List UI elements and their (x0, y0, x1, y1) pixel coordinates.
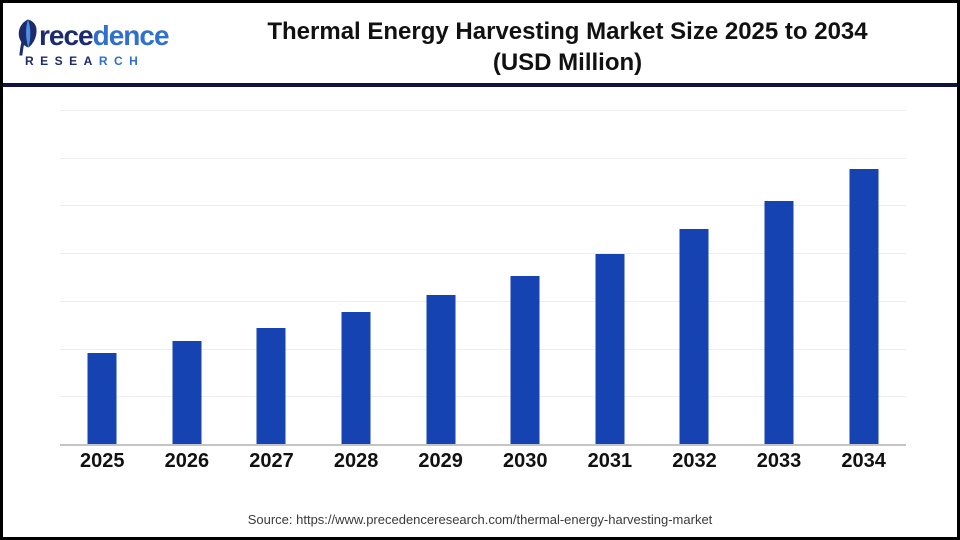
bar-2033 (764, 200, 794, 444)
bar-slot (60, 110, 145, 444)
gridline (60, 253, 906, 255)
bars (60, 110, 906, 444)
precedence-research-logo: recedence RESEARCH (3, 18, 178, 68)
x-axis-label: 2032 (672, 450, 717, 472)
x-axis-label: 2030 (503, 450, 548, 472)
source-text: Source: https://www.precedenceresearch.c… (247, 512, 713, 527)
x-axis-label: 2027 (249, 450, 294, 472)
logo-wordmark: recedence (16, 18, 178, 56)
bar-2030 (510, 275, 540, 444)
x-axis-label: 2031 (587, 450, 633, 472)
x-axis-label: 2029 (418, 450, 463, 472)
x-axis-labels: 2025 2026 2027 2028 2029 2030 2031 2032 2033 2034 (60, 450, 906, 473)
chart-section: 2025 2026 2027 2028 2029 2030 2031 2032 2033 2034 (3, 87, 957, 500)
bar-2031 (595, 253, 625, 444)
bar-slot (821, 110, 906, 444)
x-axis-label: 2028 (333, 450, 379, 472)
bar-slot (652, 110, 737, 444)
bar-slot (737, 110, 822, 444)
bar-2026 (172, 340, 202, 444)
logo-research-light: RCH (98, 54, 145, 68)
bar-2032 (679, 228, 709, 444)
bar-slot (229, 110, 314, 444)
chart-title-line1: Thermal Energy Harvesting Market Size 20… (267, 17, 868, 45)
bar-2028 (341, 312, 371, 444)
bar-slot (568, 110, 653, 444)
bar-slot (483, 110, 568, 444)
x-axis-line (60, 444, 906, 446)
logo-research-line: RESEARCH (16, 54, 178, 68)
gridline (60, 348, 906, 350)
footer: Source: https://www.precedenceresearch.c… (3, 500, 957, 537)
bar-slot (145, 110, 230, 444)
x-axis-label: 2025 (80, 450, 125, 472)
logo-research-dark: RESEA (25, 54, 99, 68)
x-axis-label: 2034 (841, 450, 886, 472)
logo-name-light: dence (92, 20, 170, 51)
chart-title-line2: (USD Million) (492, 48, 643, 76)
bar-slot (398, 110, 483, 444)
x-axis-label: 2033 (756, 450, 802, 472)
bar-2029 (426, 295, 456, 444)
header-divider (3, 83, 957, 87)
header: recedence RESEARCH Thermal Energy Harves… (3, 3, 957, 83)
logo-name: recedence (39, 18, 170, 54)
gridline (60, 300, 906, 302)
bar-2025 (87, 352, 117, 444)
x-axis-label: 2026 (164, 450, 210, 472)
leaf-icon (18, 19, 37, 56)
gridline (60, 205, 906, 207)
gridline (60, 396, 906, 398)
chart-title: Thermal Energy Harvesting Market Size 20… (178, 9, 957, 78)
gridline (60, 157, 906, 159)
plot-area (60, 110, 906, 446)
logo-name-dark: rece (39, 20, 94, 51)
gridline (60, 110, 906, 111)
bar-2034 (849, 168, 879, 444)
bar-2027 (256, 327, 286, 444)
bar-slot (314, 110, 399, 444)
